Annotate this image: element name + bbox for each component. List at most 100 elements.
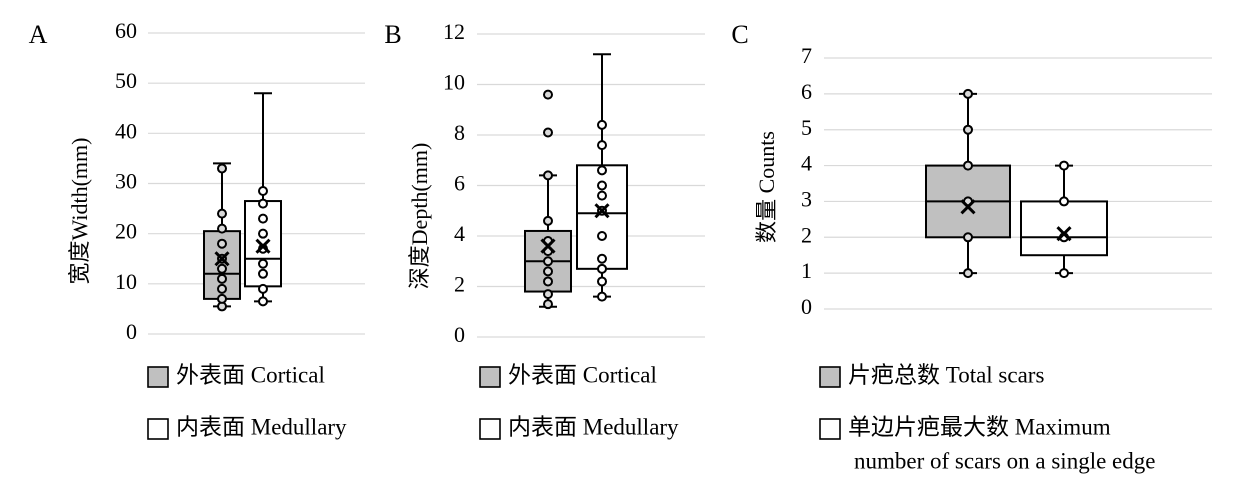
mean-marker — [1056, 226, 1072, 242]
data-point — [543, 276, 553, 287]
data-point — [597, 231, 607, 241]
data-point — [597, 165, 607, 176]
legend-item: 外表面 Cortical — [479, 362, 657, 388]
y-tick-label: 8 — [454, 120, 465, 145]
data-point — [258, 268, 268, 279]
data-point — [963, 268, 973, 279]
data-point — [258, 296, 268, 307]
data-point — [543, 256, 553, 267]
box-iqr — [1020, 200, 1108, 257]
legend-item: 内表面 Medullary — [147, 414, 347, 440]
data-point — [543, 266, 553, 277]
y-tick-label: 4 — [454, 221, 465, 246]
legend-label: 外表面 Cortical — [508, 362, 657, 387]
legend-swatch — [819, 418, 841, 440]
data-point — [543, 89, 553, 100]
mean-marker — [540, 238, 556, 254]
legend-swatch — [147, 418, 169, 440]
data-point — [543, 299, 553, 310]
data-point — [597, 190, 607, 201]
y-tick-label: 2 — [454, 272, 465, 297]
mean-marker — [960, 199, 976, 215]
data-point — [1059, 160, 1069, 171]
mean-marker — [214, 251, 230, 267]
y-tick-label: 7 — [801, 43, 812, 68]
data-point — [597, 140, 607, 151]
chart-panel-a: A 0 10 20 30 40 50 60 宽度Width(mm) 外表面 Cortical 内表面… — [29, 18, 365, 440]
data-point — [963, 160, 973, 171]
legend-label: 片疤总数 Total scars — [848, 362, 1044, 387]
legend-label: 内表面 Medullary — [508, 414, 679, 439]
data-point — [597, 276, 607, 287]
y-tick-label: 30 — [115, 169, 137, 194]
y-tick-label: 3 — [801, 186, 812, 211]
y-tick-label: 0 — [126, 319, 137, 344]
legend-label: 单边片疤最大数 Maximum — [848, 414, 1111, 439]
data-point — [217, 293, 227, 304]
legend-item: 单边片疤最大数 Maximum number of scars on a sing… — [819, 414, 1155, 473]
data-point — [258, 213, 268, 224]
legend-item: 片疤总数 Total scars — [819, 362, 1044, 388]
data-point — [597, 263, 607, 274]
box-series-white — [244, 92, 282, 307]
y-tick-label: 10 — [443, 70, 465, 95]
legend-item: 内表面 Medullary — [479, 414, 679, 440]
box-series-white — [576, 53, 628, 302]
data-point — [217, 238, 227, 249]
data-point — [963, 88, 973, 99]
y-axis-title: 深度Depth(mm) — [407, 143, 432, 290]
data-point — [597, 180, 607, 191]
box-series-grey — [524, 89, 572, 310]
data-point — [258, 283, 268, 294]
y-tick-label: 0 — [801, 294, 812, 319]
data-point — [597, 253, 607, 264]
chart-panel-c: C 0 1 2 3 4 5 6 7 数量 Counts 片疤总数 Total scars 单边片疤最大… — [731, 20, 1212, 473]
y-tick-label: 6 — [454, 171, 465, 196]
data-point — [217, 208, 227, 219]
data-point — [258, 258, 268, 269]
legend-swatch — [479, 418, 501, 440]
y-tick-label: 2 — [801, 222, 812, 247]
data-point — [258, 228, 268, 239]
y-axis-title: 宽度Width(mm) — [67, 138, 92, 285]
data-point — [543, 289, 553, 300]
legend-swatch — [147, 366, 169, 388]
data-point — [258, 186, 268, 197]
data-point — [217, 163, 227, 174]
data-point — [217, 283, 227, 294]
box-series-white — [1020, 160, 1108, 279]
data-point — [597, 291, 607, 302]
legend-label: 内表面 Medullary — [176, 414, 347, 439]
panel-letter: B — [384, 20, 401, 49]
legend-item: 外表面 Cortical — [147, 362, 325, 388]
y-axis-title: 数量 Counts — [754, 131, 779, 243]
legend-label: number of scars on a single edge — [854, 448, 1155, 473]
data-point — [963, 124, 973, 135]
data-point — [543, 127, 553, 138]
mean-marker — [255, 238, 271, 254]
legend-swatch — [479, 366, 501, 388]
data-point — [543, 170, 553, 181]
data-point — [597, 119, 607, 130]
y-tick-label: 10 — [115, 269, 137, 294]
mean-marker — [594, 203, 610, 219]
data-point — [258, 198, 268, 209]
y-tick-label: 40 — [115, 118, 137, 143]
panel-letter: C — [731, 20, 748, 49]
y-tick-label: 1 — [801, 258, 812, 283]
chart-panel-b: B 0 2 4 6 8 10 12 深度Depth(mm) 外表面 Cortical 内表面 Med… — [384, 19, 705, 440]
data-point — [217, 263, 227, 274]
legend-swatch — [819, 366, 841, 388]
data-point — [963, 232, 973, 243]
y-tick-label: 5 — [801, 115, 812, 140]
box-series-grey — [203, 162, 241, 312]
legend-label: 外表面 Cortical — [176, 362, 325, 387]
data-point — [217, 273, 227, 284]
data-point — [1059, 196, 1069, 207]
y-tick-label: 4 — [801, 151, 812, 176]
data-point — [1059, 268, 1069, 279]
y-tick-label: 50 — [115, 68, 137, 93]
y-tick-label: 60 — [115, 18, 137, 43]
box-series-grey — [925, 88, 1011, 279]
